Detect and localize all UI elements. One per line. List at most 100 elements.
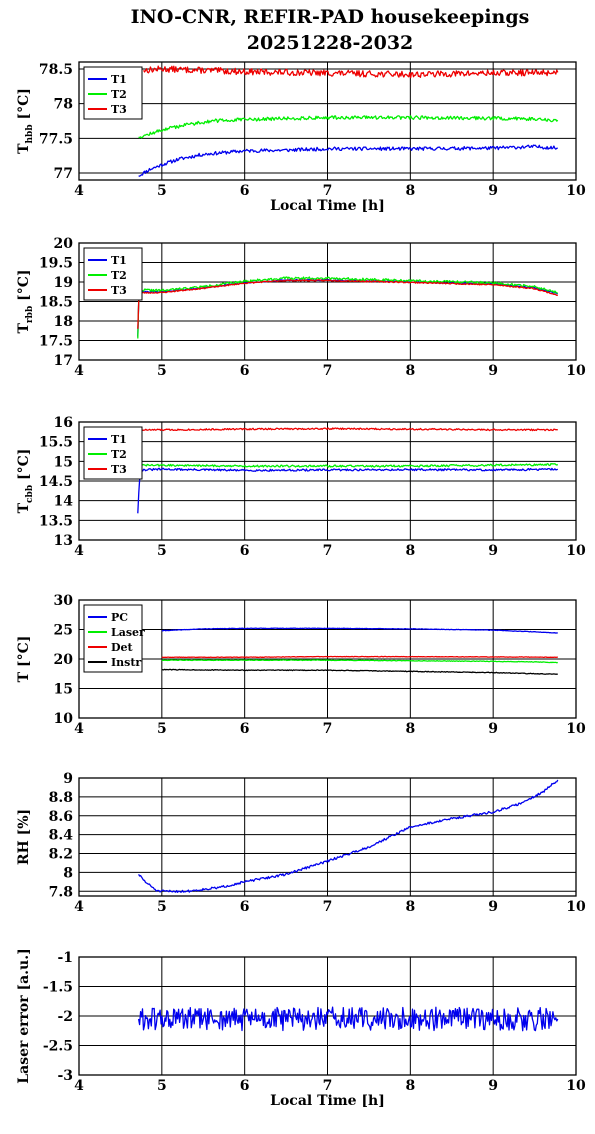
series-line-t2 (137, 276, 558, 339)
x-tick-label: 6 (240, 363, 250, 379)
panel-rh: 4 5 6 7 8 9 10 7.8 8 8.2 8.4 8.6 8.8 9 RH [%] (16, 771, 586, 915)
legend-label-laser: Laser (111, 626, 145, 639)
x-tick-label: 8 (405, 183, 415, 199)
legend-label-t1: T1 (111, 433, 127, 446)
y-axis-label: Tcbb [°C] (16, 449, 35, 514)
y-tick-label: 7.8 (49, 884, 73, 900)
legend-label-t1: T1 (111, 254, 127, 267)
x-tick-label: 10 (566, 183, 586, 199)
y-tick-label: -2 (57, 1009, 73, 1025)
y-axis-label: Trbb [°C] (16, 269, 35, 333)
y-tick-label: 8 (63, 865, 73, 881)
grid-temps (79, 600, 576, 718)
series-group-temps (161, 627, 558, 675)
y-tick-label: 25 (54, 623, 73, 639)
y-tick-label: 15 (54, 682, 73, 698)
y-tick-label: 19 (54, 275, 73, 291)
x-tick-label: 9 (488, 721, 498, 737)
panel-temps: 4 5 6 7 8 9 10 10 15 20 25 30 T [°C] PC Laser Det Instr (16, 593, 586, 737)
y-tick-label: 8.2 (49, 847, 73, 863)
figure-title-line2: 20251228-2032 (247, 32, 414, 54)
series-line-instr (161, 668, 558, 675)
plot-frame-temps (78, 599, 577, 719)
y-tick-label: 14.5 (39, 474, 73, 490)
x-tick-label: 9 (488, 899, 498, 915)
y-tick-label: 13.5 (39, 513, 73, 529)
y-tick-label: 20 (54, 652, 74, 668)
x-tick-label: 10 (566, 1078, 586, 1094)
legend-hbb: T1 T2 T3 (83, 66, 143, 120)
legend-label-t3: T3 (111, 284, 127, 297)
y-axis-label: T [°C] (16, 636, 32, 683)
y-tick-label: 16 (54, 415, 73, 431)
grid-cbb (79, 422, 576, 540)
x-tick-label: 10 (566, 363, 586, 379)
x-tick-label: 5 (157, 721, 167, 737)
x-tick-label: 8 (405, 899, 415, 915)
y-tick-label: 77.5 (39, 131, 73, 147)
x-axis-label: Local Time [h] (270, 1093, 385, 1109)
legend-label-t3: T3 (111, 463, 127, 476)
series-line-t3 (143, 65, 559, 79)
legend-label-instr: Instr (111, 656, 141, 669)
figure-title-line1: INO-CNR, REFIR-PAD housekeepings (131, 6, 530, 28)
x-tick-label: 7 (323, 721, 333, 737)
x-tick-label: 8 (405, 721, 415, 737)
y-axis-label: RH [%] (16, 809, 32, 865)
y-tick-label: 77 (54, 166, 73, 182)
plot-frame-laser (78, 956, 577, 1076)
series-line-t3 (137, 279, 558, 329)
x-tick-label: 5 (157, 363, 167, 379)
y-tick-label: 9 (63, 771, 73, 787)
x-tick-label: 7 (323, 543, 333, 559)
series-group-rh (138, 779, 559, 893)
series-group-rbb (137, 276, 558, 339)
x-tick-label: 4 (74, 183, 84, 199)
y-tick-label: 78.5 (39, 62, 73, 78)
x-tick-label: 6 (240, 183, 250, 199)
y-tick-label: 8.4 (49, 828, 74, 844)
legend-label-t2: T2 (111, 448, 127, 461)
x-tick-label: 4 (74, 543, 84, 559)
y-tick-label: 78 (54, 97, 73, 113)
y-tick-label: 20 (54, 236, 74, 252)
x-tick-label: 9 (488, 363, 498, 379)
plot-frame-rbb (78, 242, 577, 361)
x-tick-label: 8 (405, 543, 415, 559)
y-tick-label: 19.5 (39, 256, 73, 272)
x-tick-label: 5 (157, 1078, 167, 1094)
series-group-hbb (138, 65, 559, 177)
series-line-t1 (137, 467, 559, 514)
series-line-laser (161, 659, 558, 664)
grid-laser (79, 957, 576, 1075)
series-group-cbb (137, 427, 559, 514)
y-tick-label: 18 (54, 314, 73, 330)
y-tick-label: 17.5 (39, 334, 73, 350)
x-tick-label: 8 (405, 1078, 415, 1094)
y-axis-label: Laser error [a.u.] (16, 948, 32, 1083)
x-tick-label: 7 (323, 1078, 333, 1094)
legend-label-t2: T2 (111, 88, 127, 101)
y-tick-label: 15.5 (39, 435, 73, 451)
legend-label-t2: T2 (111, 269, 127, 282)
x-tick-label: 7 (323, 183, 333, 199)
y-tick-label: 13 (54, 533, 73, 549)
series-line-laser (137, 1006, 559, 1032)
y-tick-label: 18.5 (39, 295, 73, 311)
plot-frame-rh (78, 777, 577, 897)
x-tick-label: 6 (240, 543, 250, 559)
legend-label-t1: T1 (111, 73, 127, 86)
series-line-t2 (139, 462, 559, 468)
x-tick-label: 6 (240, 1078, 250, 1094)
y-axis-label: Thbb [°C] (16, 88, 35, 154)
legend-cbb: T1 T2 T3 (83, 426, 143, 480)
x-tick-label: 10 (566, 721, 586, 737)
legend-label-pc: PC (111, 611, 128, 624)
legend-rbb: T1 T2 T3 (83, 247, 143, 301)
series-line-t2 (138, 115, 559, 139)
x-tick-label: 10 (566, 899, 586, 915)
series-group-laser (137, 1006, 559, 1032)
